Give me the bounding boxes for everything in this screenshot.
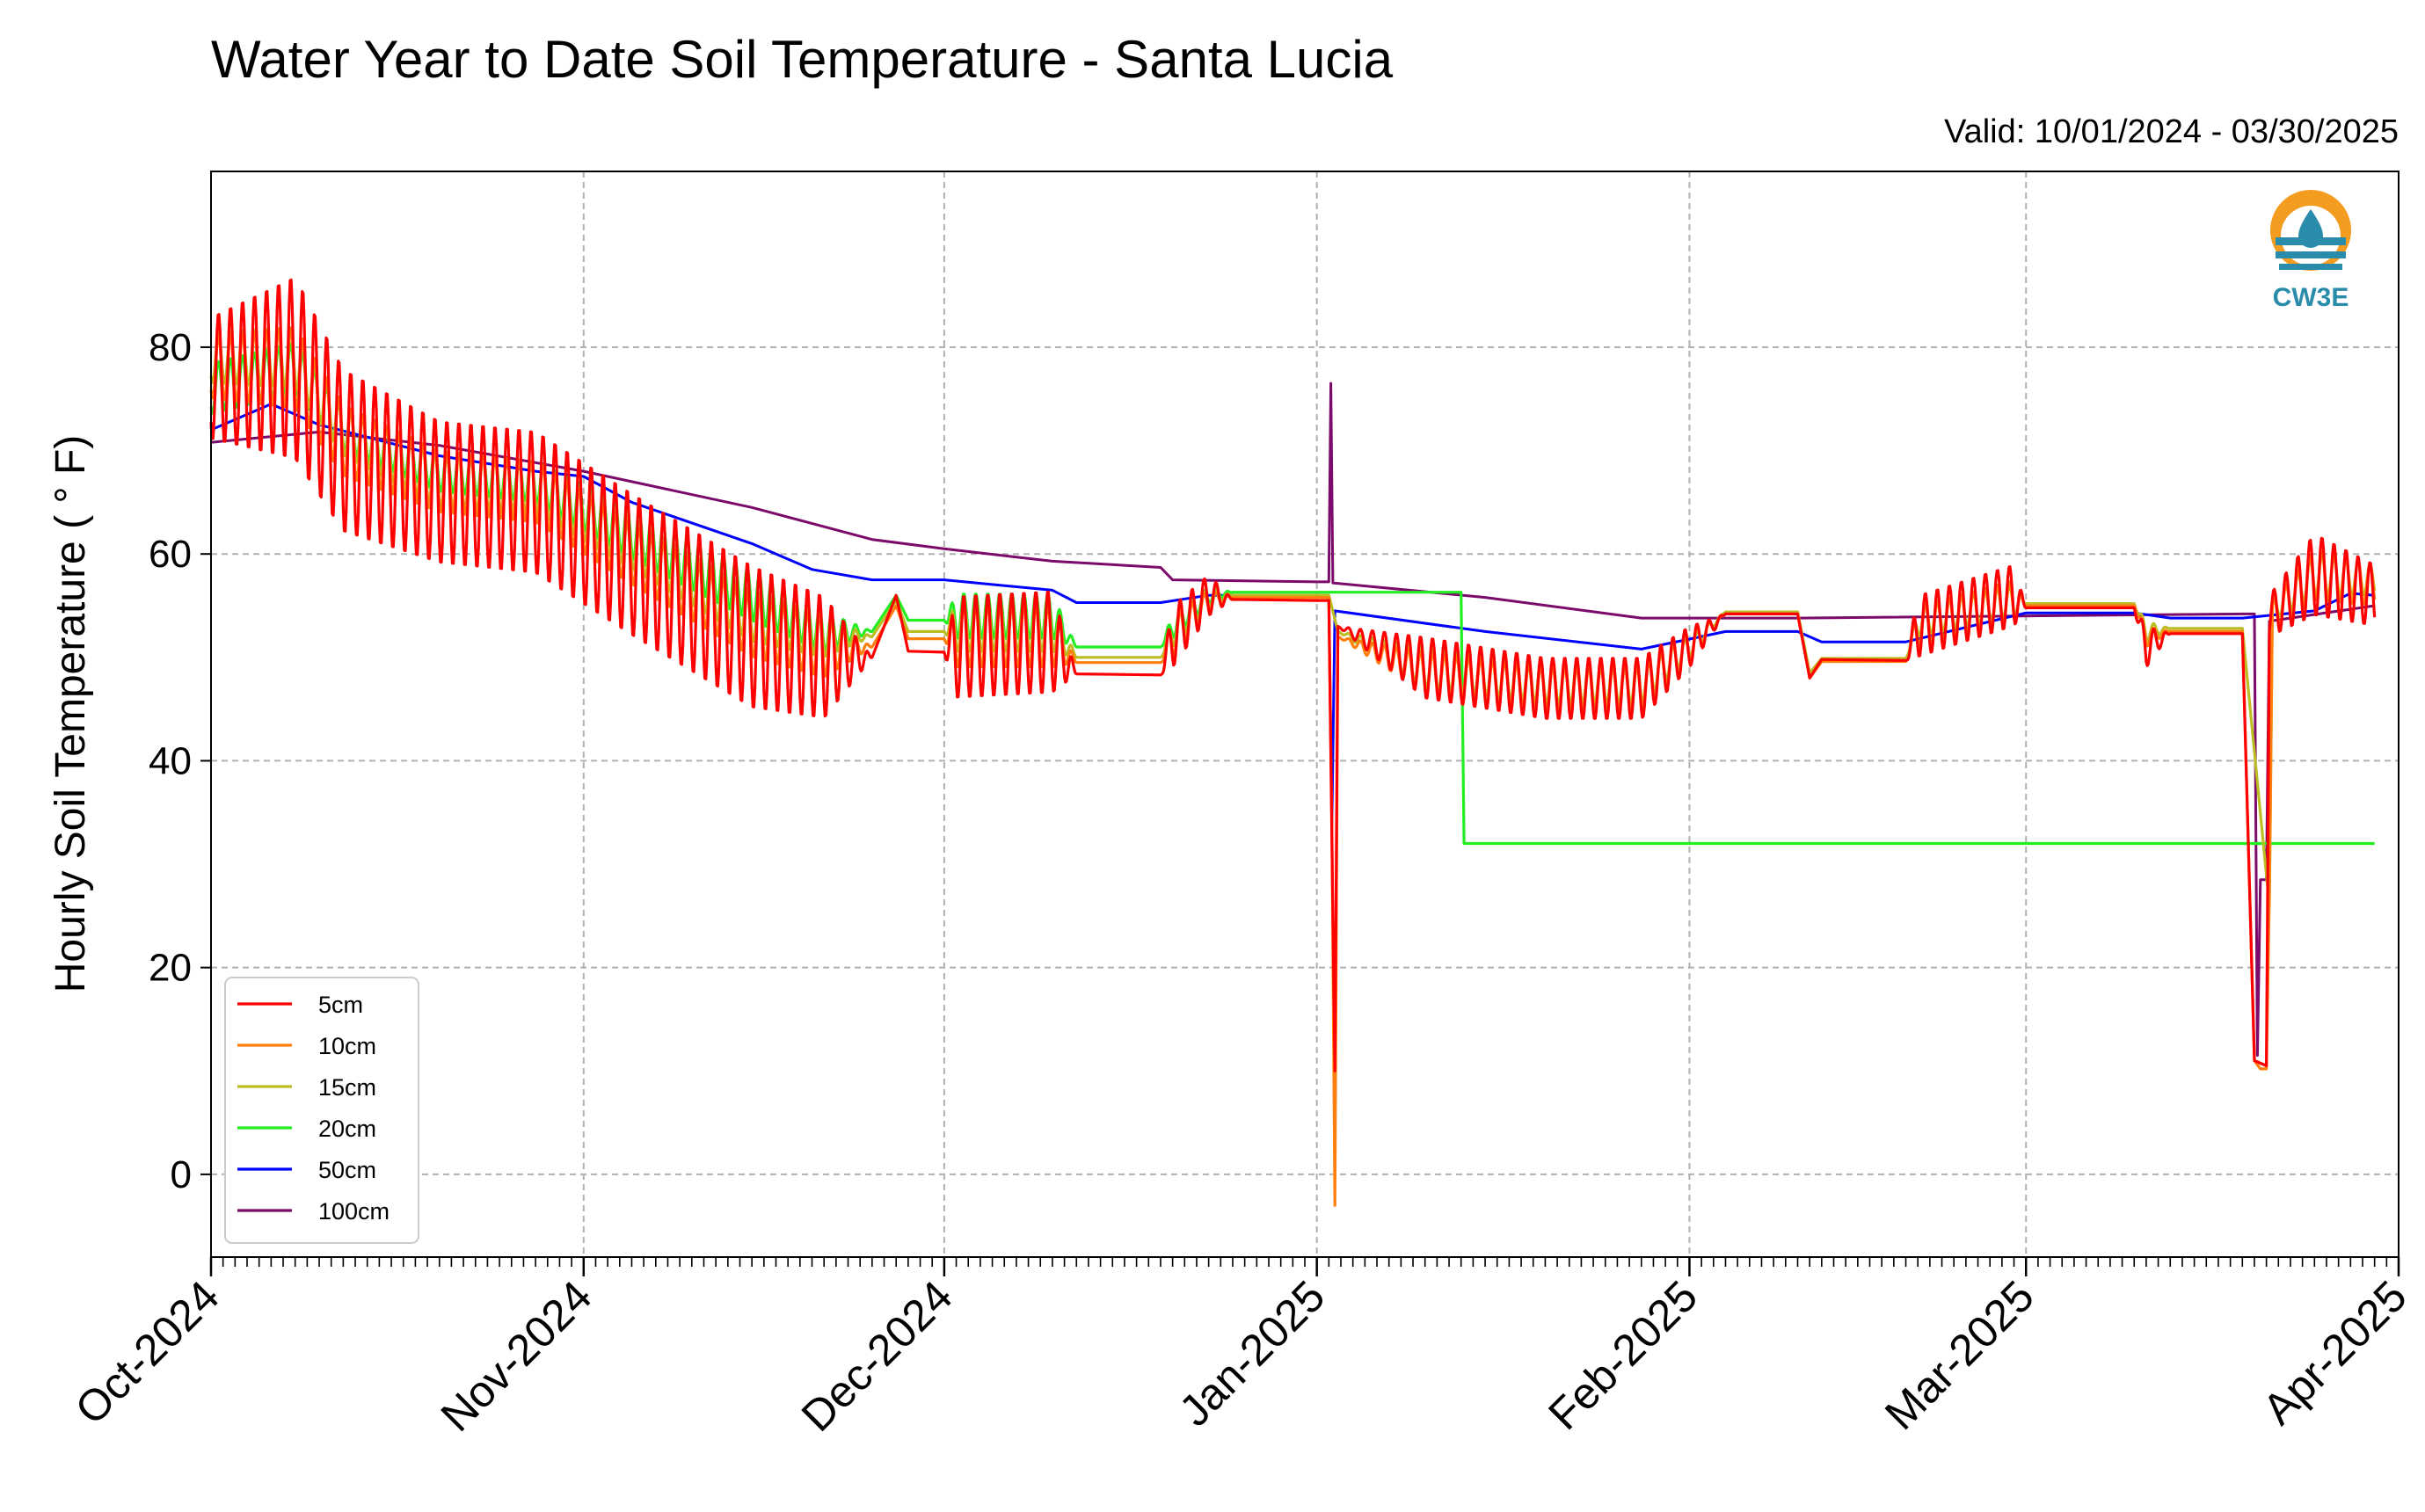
series-line-100cm bbox=[210, 382, 2375, 1058]
legend-label: 5cm bbox=[318, 992, 363, 1018]
y-tick-label: 20 bbox=[149, 947, 192, 990]
chart-title: Water Year to Date Soil Temperature - Sa… bbox=[211, 30, 1394, 89]
y-tick-label: 60 bbox=[149, 533, 192, 576]
logo-text: CW3E bbox=[2273, 283, 2349, 312]
legend-label: 10cm bbox=[318, 1033, 376, 1059]
cw3e-logo: CW3E bbox=[2270, 190, 2351, 312]
series-line-5cm bbox=[209, 278, 2377, 1072]
legend: 5cm 10cm 15cm 20cm 50cm 100cm bbox=[224, 977, 419, 1244]
legend-label: 20cm bbox=[318, 1116, 376, 1142]
logo-water-drop-icon bbox=[2298, 209, 2323, 248]
legend-label: 15cm bbox=[318, 1074, 376, 1101]
valid-range-text: Valid: 10/01/2024 - 03/30/2025 bbox=[1944, 113, 2399, 150]
y-axis-label: Hourly Soil Temperature ( ° F) bbox=[47, 435, 94, 993]
y-tick-label: 80 bbox=[149, 326, 192, 369]
legend-label: 100cm bbox=[318, 1198, 390, 1225]
y-tick-label: 0 bbox=[171, 1153, 192, 1196]
y-tick-label: 40 bbox=[149, 739, 192, 782]
series-lines bbox=[209, 278, 2377, 1207]
legend-label: 50cm bbox=[318, 1157, 376, 1183]
